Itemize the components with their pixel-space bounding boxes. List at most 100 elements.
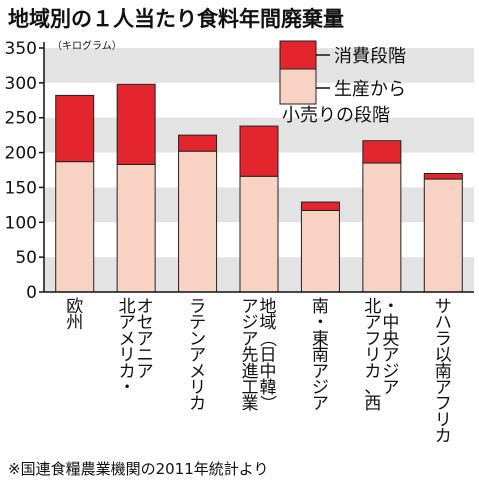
svg-text:ア: ア [364, 313, 381, 333]
svg-text:ア: ア [382, 346, 399, 366]
unit-label: （キログラム） [52, 39, 122, 52]
svg-text:セ: セ [137, 313, 154, 333]
svg-text:ン: ン [189, 329, 206, 349]
svg-text:ア: ア [119, 313, 136, 333]
svg-text:南: 南 [435, 362, 452, 382]
legend-label-production: 生産から [334, 79, 406, 100]
y-tick-label: 250 [5, 109, 37, 129]
svg-text:ア: ア [382, 378, 399, 398]
grid-band [44, 48, 474, 83]
svg-text:メ: メ [119, 329, 136, 349]
svg-text:工: 工 [242, 378, 259, 398]
svg-text:メ: メ [189, 362, 206, 382]
svg-text:フ: フ [435, 394, 452, 414]
svg-text:北: 北 [364, 297, 381, 317]
svg-text:韓: 韓 [260, 378, 277, 398]
svg-text:日: 日 [260, 346, 277, 366]
y-tick-label: 150 [5, 178, 37, 198]
svg-text:南: 南 [312, 297, 329, 317]
y-tick-label: 0 [26, 283, 37, 303]
svg-text:地: 地 [260, 297, 277, 317]
bar-segment [423, 172, 463, 180]
bar-segment [300, 201, 340, 211]
footnote: ※国連食糧農業機関の2011年統計より [8, 460, 268, 478]
svg-text:リ: リ [119, 346, 136, 366]
svg-text:カ: カ [364, 362, 381, 382]
bar-segment [362, 140, 402, 164]
legend-label-consumption: 消費段階 [334, 46, 406, 67]
y-tick-label: 300 [5, 74, 37, 94]
bar-segment [239, 125, 279, 177]
svg-text:・: ・ [312, 313, 329, 333]
legend-swatch-production [279, 68, 317, 105]
bar-segment [178, 134, 218, 152]
svg-text:ア: ア [312, 394, 329, 414]
bar-segment [116, 83, 156, 165]
bar-segment [300, 209, 340, 293]
svg-text:、: 、 [364, 378, 381, 398]
svg-text:央: 央 [382, 329, 399, 349]
svg-text:東: 東 [312, 329, 329, 349]
legend-label-production: 小売りの段階 [282, 105, 390, 126]
svg-text:・: ・ [382, 297, 399, 317]
svg-text:カ: カ [119, 362, 136, 382]
svg-text:リ: リ [189, 378, 206, 398]
svg-text:先: 先 [242, 346, 259, 366]
svg-text:ハ: ハ [435, 313, 452, 333]
x-tick-label: 欧州 [66, 297, 83, 333]
bar-segment [423, 178, 463, 293]
bar-segment [55, 94, 95, 163]
bar-segment [116, 163, 156, 293]
svg-text:西: 西 [364, 394, 381, 414]
svg-text:ア: ア [137, 362, 154, 382]
svg-text:・: ・ [119, 378, 136, 398]
svg-text:ラ: ラ [189, 297, 206, 317]
bar-segment [239, 175, 279, 293]
bars-layer [55, 83, 463, 293]
svg-text:ジ: ジ [242, 313, 259, 333]
svg-text:業: 業 [242, 394, 259, 414]
svg-text:ア: ア [242, 297, 259, 317]
svg-text:サ: サ [435, 297, 452, 317]
svg-text:カ: カ [435, 427, 452, 447]
svg-text:中: 中 [382, 313, 399, 333]
svg-text:リ: リ [364, 346, 381, 366]
y-tick-label: 50 [15, 248, 37, 268]
svg-text:ジ: ジ [382, 362, 399, 382]
x-labels: 欧州北アメリカ・オセアニアラテンアメリカアジア先進工業地域（日中韓）南・東南アジ… [66, 297, 452, 447]
bar-segment [178, 150, 218, 293]
svg-text:オ: オ [137, 297, 154, 317]
legend-swatch-consumption [279, 40, 317, 70]
y-tick-label: 350 [5, 39, 37, 59]
svg-text:中: 中 [260, 362, 277, 382]
svg-text:ジ: ジ [312, 378, 329, 398]
svg-text:進: 進 [242, 362, 259, 382]
bar-segment [362, 162, 402, 293]
svg-text:ニ: ニ [137, 346, 154, 366]
svg-text:北: 北 [119, 297, 136, 317]
y-axis: 0 50 100 150 200 250 300 350 [5, 39, 474, 303]
y-tick-label: 100 [5, 213, 37, 233]
svg-text:テ: テ [189, 313, 206, 333]
svg-text:域: 域 [260, 313, 277, 333]
svg-text:リ: リ [435, 410, 452, 430]
svg-text:州: 州 [66, 313, 83, 333]
svg-text:）: ） [257, 395, 277, 412]
svg-text:ア: ア [435, 378, 452, 398]
chart-title: 地域別の１人当たり食料年間廃棄量 [8, 7, 344, 31]
svg-text:ラ: ラ [435, 329, 452, 349]
svg-text:ア: ア [137, 329, 154, 349]
svg-text:フ: フ [364, 329, 381, 349]
svg-text:欧: 欧 [66, 297, 83, 317]
svg-text:ア: ア [189, 346, 206, 366]
svg-text:（: （ [257, 330, 277, 347]
